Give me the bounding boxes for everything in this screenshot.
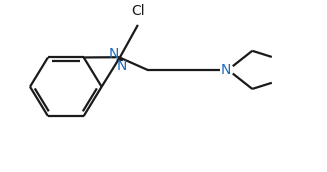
Text: N: N	[221, 63, 232, 77]
Text: N: N	[116, 59, 127, 73]
Text: Cl: Cl	[131, 4, 145, 18]
Text: N: N	[109, 47, 119, 61]
